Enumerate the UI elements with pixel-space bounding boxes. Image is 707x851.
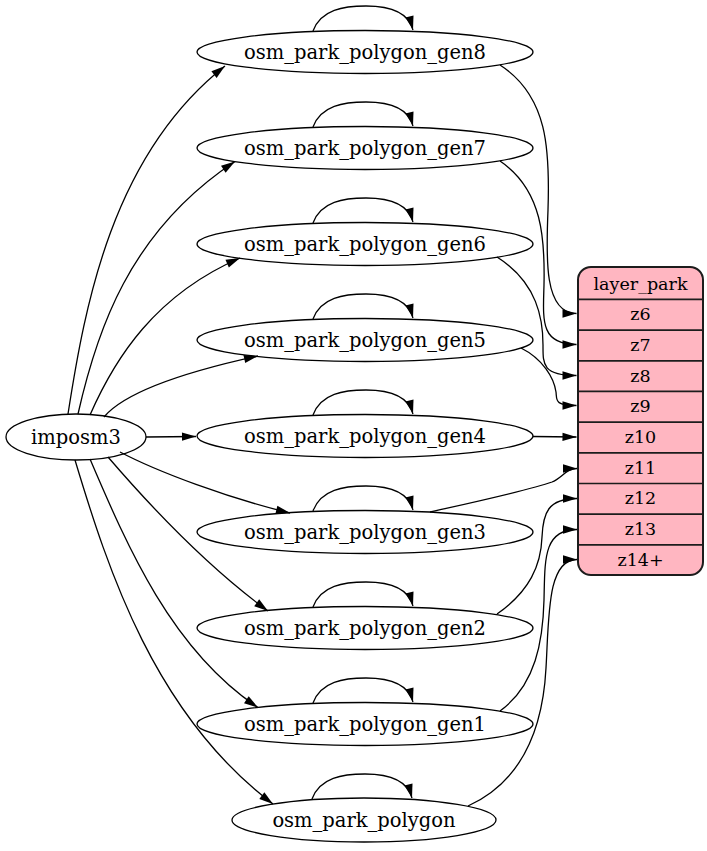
- node-imposm3: imposm3: [6, 414, 146, 460]
- selfloop-gen4: [313, 390, 413, 415]
- node-osm-park-polygon-gen3: osm_park_polygon_gen3: [197, 511, 533, 554]
- row-z12: z12: [625, 488, 657, 508]
- edge-polygon-z14plus: [468, 560, 577, 807]
- graph-canvas: imposm3 osm_park_polygon_gen8 osm_park_p…: [0, 0, 707, 851]
- node-osm-park-polygon-gen2: osm_park_polygon_gen2: [197, 607, 533, 650]
- selfloop-gen7: [313, 102, 413, 127]
- selfloop-gen3: [313, 486, 413, 511]
- row-z10: z10: [625, 427, 657, 447]
- node-osm-park-polygon-gen8: osm_park_polygon_gen8: [197, 31, 533, 74]
- imposm3-label: imposm3: [31, 426, 121, 449]
- row-z13: z13: [625, 519, 657, 539]
- row-z6: z6: [630, 304, 650, 324]
- selfloop-gen6: [313, 198, 413, 223]
- selfloop-gen8: [313, 6, 413, 31]
- node-osm-park-polygon-gen7: osm_park_polygon_gen7: [197, 127, 533, 170]
- layer-park-title: layer_park: [594, 274, 688, 294]
- selfloop-gen1: [313, 678, 413, 703]
- node-osm-park-polygon-gen1: osm_park_polygon_gen1: [197, 703, 533, 746]
- edge-gen6-z8: [497, 257, 577, 376]
- edge-gen2-z12: [497, 499, 577, 615]
- edge-imposm3-gen7: [78, 162, 235, 415]
- edge-gen8-z6: [500, 65, 577, 314]
- node-osm-park-polygon-gen4: osm_park_polygon_gen4: [197, 415, 533, 458]
- gen7-label: osm_park_polygon_gen7: [244, 137, 486, 160]
- selfloop-gen2: [313, 582, 413, 607]
- node-osm-park-polygon-gen5: osm_park_polygon_gen5: [197, 319, 533, 362]
- gen4-label: osm_park_polygon_gen4: [244, 425, 486, 448]
- gen3-label: osm_park_polygon_gen3: [244, 521, 486, 544]
- row-z8: z8: [630, 366, 650, 386]
- row-z7: z7: [630, 335, 650, 355]
- node-osm-park-polygon: osm_park_polygon: [232, 798, 496, 842]
- selfloop-gen5: [313, 294, 413, 319]
- self-loops: [312, 6, 413, 799]
- edge-gen5-z9: [521, 348, 577, 406]
- node-osm-park-polygon-gen6: osm_park_polygon_gen6: [197, 223, 533, 266]
- row-z9: z9: [630, 396, 650, 416]
- gen5-label: osm_park_polygon_gen5: [244, 329, 486, 352]
- gen1-label: osm_park_polygon_gen1: [244, 713, 486, 736]
- edge-imposm3-gen3: [120, 452, 290, 513]
- gen8-label: osm_park_polygon_gen8: [244, 41, 486, 64]
- edge-gen4-z10: [533, 437, 577, 438]
- edge-imposm3-gen4: [146, 437, 196, 438]
- gen2-label: osm_park_polygon_gen2: [244, 617, 486, 640]
- polygon-label: osm_park_polygon: [272, 809, 456, 832]
- node-layer-park: layer_park z6 z7 z8 z9 z10 z11 z12 z13 z…: [578, 267, 703, 575]
- gen6-label: osm_park_polygon_gen6: [244, 233, 486, 256]
- edge-imposm3-gen5: [104, 356, 258, 417]
- row-z14plus: z14+: [617, 550, 663, 570]
- row-z11: z11: [625, 458, 657, 478]
- selfloop-polygon: [312, 774, 412, 799]
- edge-gen3-z11: [430, 469, 577, 513]
